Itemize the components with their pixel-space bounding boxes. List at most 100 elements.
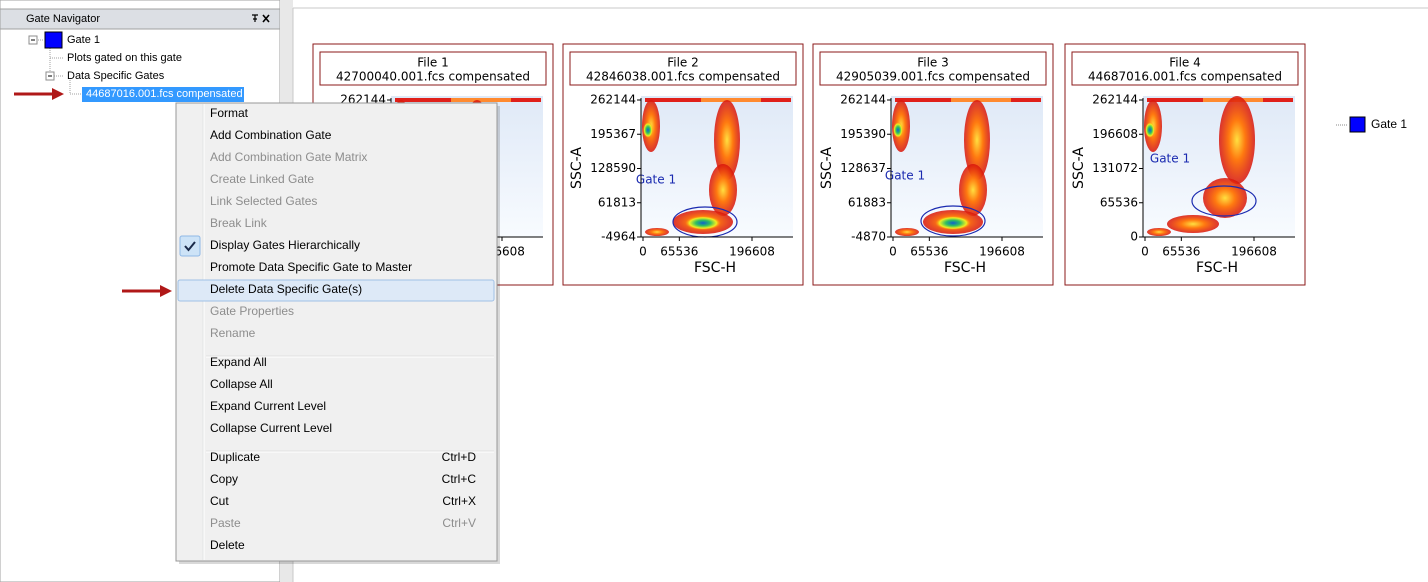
- plot-title: File 4: [1169, 56, 1201, 70]
- x-tick-label: 196608: [979, 245, 1025, 259]
- menu-item[interactable]: Copy: [210, 472, 238, 486]
- arrow: [14, 88, 64, 100]
- x-tick-label: 65536: [1162, 245, 1200, 259]
- x-tick-label: 65536: [660, 245, 698, 259]
- y-tick-label: 195390: [840, 127, 886, 141]
- y-tick-label: 61883: [848, 195, 886, 209]
- tree-item[interactable]: Plots gated on this gate: [67, 52, 182, 64]
- density-blob: [1219, 96, 1255, 184]
- menu-item[interactable]: Collapse All: [210, 377, 273, 391]
- menu-bg: [175, 102, 498, 562]
- menu-highlight: [177, 279, 495, 302]
- plot-title-box: [819, 51, 1047, 86]
- gate-ellipse[interactable]: [1191, 185, 1257, 217]
- x-tick-label: 0: [639, 245, 647, 259]
- plot-subtitle: 42700040.001.fcs compensated: [336, 70, 530, 84]
- x-tick-label: 65536: [910, 245, 948, 259]
- y-tick-label: 128590: [590, 161, 636, 175]
- density: [642, 98, 791, 236]
- menu-item[interactable]: Duplicate: [210, 450, 260, 464]
- menu-item[interactable]: Delete: [210, 538, 245, 552]
- y-tick-label: 262144: [1092, 93, 1138, 107]
- density-blob: [1203, 178, 1247, 218]
- density-blob: [1167, 215, 1219, 233]
- menu-item: Break Link: [210, 216, 268, 230]
- density-blob: [1147, 228, 1171, 236]
- gate-ellipse[interactable]: [920, 205, 986, 237]
- y-axis-label: SSC-A: [819, 147, 835, 189]
- plot-title: File 1: [417, 56, 449, 70]
- menu-item: Gate Properties: [210, 304, 294, 318]
- menu-item: Rename: [210, 326, 256, 340]
- close-icon[interactable]: [262, 14, 270, 23]
- panel-title: Gate Navigator: [26, 13, 100, 25]
- x-tick-label: 196608: [729, 245, 775, 259]
- menu-item: Create Linked Gate: [210, 172, 314, 186]
- menu-item[interactable]: Add Combination Gate: [210, 128, 332, 142]
- density-blob: [959, 164, 987, 216]
- menu-item[interactable]: Display Gates Hierarchically: [210, 238, 360, 252]
- y-tick-label: 65536: [1100, 195, 1138, 209]
- menu-item[interactable]: Promote Data Specific Gate to Master: [210, 260, 412, 274]
- gate-label: Gate 1: [885, 169, 925, 183]
- y-axis-label: SSC-A: [1071, 147, 1087, 189]
- context-menu: Format Add Combination Gate Add Combinatio…: [175, 102, 500, 564]
- density-core: [893, 122, 903, 138]
- saturation-bar: [951, 98, 1011, 102]
- x-tick-label: 0: [889, 245, 897, 259]
- menu-shortcut: Ctrl+D: [442, 450, 477, 464]
- gate-icon: [44, 31, 63, 49]
- density-blob: [964, 100, 990, 180]
- menu-item: Link Selected Gates: [210, 194, 317, 208]
- tree-item[interactable]: Data Specific Gates: [67, 70, 165, 82]
- menu-item: Add Combination Gate Matrix: [210, 150, 367, 164]
- gate-label: Gate 1: [636, 173, 676, 187]
- plot-title: File 3: [917, 56, 949, 70]
- tree-item[interactable]: Gate 1: [67, 34, 100, 46]
- menu-item[interactable]: Collapse Current Level: [210, 421, 332, 435]
- saturation-bar: [451, 98, 511, 102]
- y-tick-label: 128637: [840, 161, 886, 175]
- density-core: [1145, 122, 1155, 138]
- check-box: [179, 235, 201, 257]
- density: [1144, 96, 1293, 236]
- legend: Gate 1: [1336, 116, 1407, 133]
- plot-subtitle: 42905039.001.fcs compensated: [836, 70, 1030, 84]
- menu-shortcut: Ctrl+C: [442, 472, 477, 486]
- density-blob: [645, 228, 669, 236]
- legend-swatch: [1349, 116, 1366, 133]
- x-axis-label: FSC-H: [944, 260, 986, 276]
- y-tick-label: -4964: [601, 230, 636, 244]
- density-core: [643, 122, 653, 138]
- plot-title-box: [319, 51, 547, 86]
- y-tick-label: 131072: [1092, 161, 1138, 175]
- x-tick-label: 0: [1141, 245, 1149, 259]
- menu-item[interactable]: Delete Data Specific Gate(s): [210, 282, 362, 296]
- y-tick-label: 262144: [590, 93, 636, 107]
- y-tick-label: 0: [1130, 230, 1138, 244]
- tree-item[interactable]: 44687016.001.fcs compensated: [86, 88, 243, 100]
- selection: [82, 87, 244, 102]
- arrow: [122, 285, 172, 297]
- menu-item[interactable]: Cut: [210, 494, 229, 508]
- menu-item[interactable]: Format: [210, 106, 249, 120]
- plot-title-box: [569, 51, 797, 86]
- plot-subtitle: 44687016.001.fcs compensated: [1088, 70, 1282, 84]
- menu-item: Paste: [210, 516, 241, 530]
- density-core: [935, 216, 971, 230]
- plot-title: File 2: [667, 56, 699, 70]
- gate-label: Gate 1: [1150, 152, 1190, 166]
- menu-shortcut: Ctrl+X: [442, 494, 476, 508]
- legend-label: Gate 1: [1371, 117, 1407, 131]
- plot-title-box: [1071, 51, 1299, 86]
- menu-item[interactable]: Expand Current Level: [210, 399, 326, 413]
- menu-shortcut: Ctrl+V: [442, 516, 476, 530]
- density: [892, 98, 1041, 236]
- pin-icon[interactable]: [252, 14, 258, 22]
- menu-item[interactable]: Expand All: [210, 355, 267, 369]
